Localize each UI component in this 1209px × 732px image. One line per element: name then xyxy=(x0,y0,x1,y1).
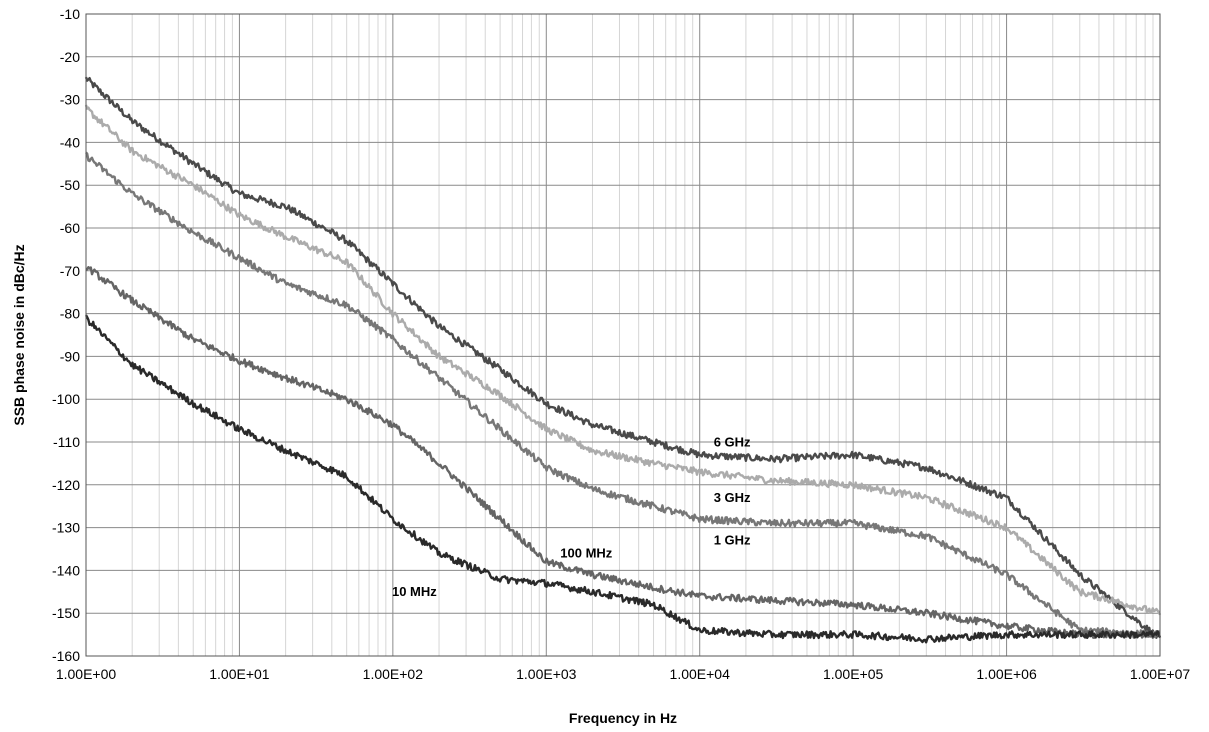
y-axis-title: SSB phase noise in dBc/Hz xyxy=(11,244,27,425)
series-line xyxy=(84,76,1161,639)
y-tick-label: -30 xyxy=(60,92,80,108)
series-label: 1 GHz xyxy=(714,533,751,548)
y-tick-label: -70 xyxy=(60,263,80,279)
x-tick-label: 1.00E+06 xyxy=(976,666,1037,682)
x-tick-label: 1.00E+00 xyxy=(56,666,117,682)
y-tick-label: -120 xyxy=(52,477,80,493)
x-tick-label: 1.00E+07 xyxy=(1130,666,1191,682)
series-layer xyxy=(84,76,1162,644)
y-tick-label: -40 xyxy=(60,134,80,150)
series-label: 100 MHz xyxy=(560,546,613,561)
plot-frame xyxy=(85,13,1161,657)
x-tick-label: 1.00E+04 xyxy=(670,666,731,682)
plot-area xyxy=(86,14,1160,656)
y-tick-label: -50 xyxy=(60,177,80,193)
y-tick-label: -100 xyxy=(52,391,80,407)
y-tick-label: -160 xyxy=(52,648,80,664)
x-tick-label: 1.00E+01 xyxy=(209,666,270,682)
y-tick-label: -20 xyxy=(60,49,80,65)
series-label: 6 GHz xyxy=(714,434,751,449)
x-tick-labels: 1.00E+00 1.00E+01 1.00E+02 1.00E+03 1.00E+04… xyxy=(56,666,1191,682)
y-tick-labels: -10 -20 -30 -40 -50 -60 -70 -80 -90 -100 -110 -120 -… xyxy=(52,6,80,664)
series-line xyxy=(84,314,1162,644)
y-tick-label: -110 xyxy=(53,434,80,450)
minor-gridlines xyxy=(131,14,1154,656)
y-tick-label: -90 xyxy=(60,348,80,364)
y-tick-label: -130 xyxy=(52,520,80,536)
x-tick-label: 1.00E+03 xyxy=(516,666,577,682)
y-tick-label: -10 xyxy=(60,6,80,22)
series-line xyxy=(84,104,1162,616)
x-tick-label: 1.00E+02 xyxy=(363,666,424,682)
series-line xyxy=(85,151,1161,639)
y-tick-label: -150 xyxy=(52,605,80,621)
series-label: 3 GHz xyxy=(714,490,751,505)
y-tick-label: -60 xyxy=(60,220,80,236)
x-tick-label: 1.00E+05 xyxy=(823,666,884,682)
series-line xyxy=(85,266,1161,639)
series-labels: 6 GHz 3 GHz 1 GHz 100 MHz 10 MHz xyxy=(392,434,751,599)
y-tick-label: -80 xyxy=(60,306,80,322)
x-axis-title: Frequency in Hz xyxy=(569,710,677,726)
series-label: 10 MHz xyxy=(392,584,437,599)
y-tick-label: -140 xyxy=(52,562,80,578)
